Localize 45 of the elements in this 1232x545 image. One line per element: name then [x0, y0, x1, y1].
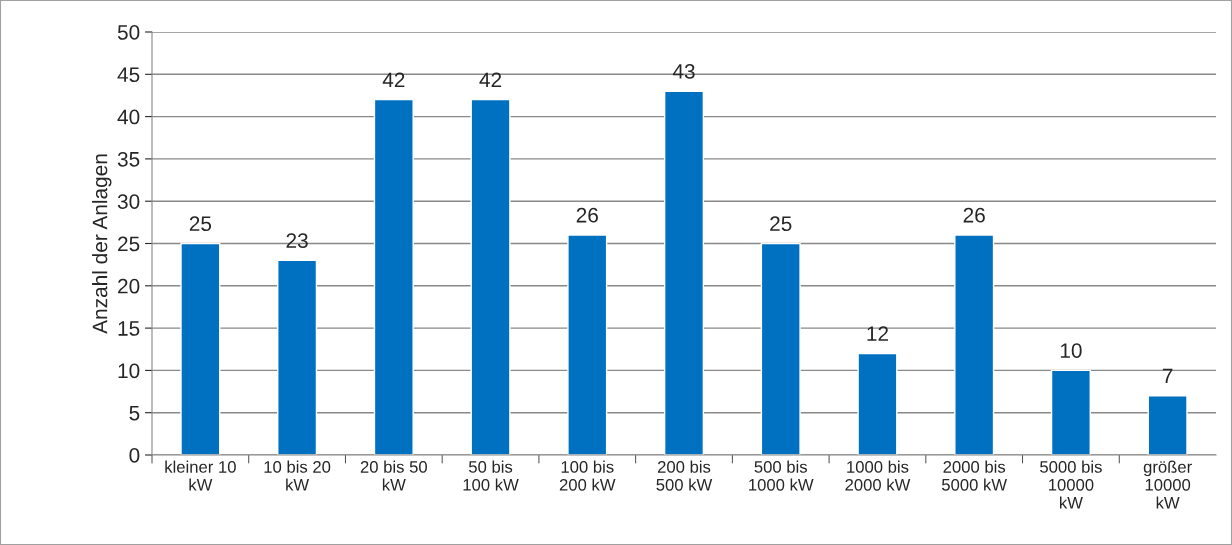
- bar: [373, 98, 414, 455]
- bar: [180, 242, 221, 455]
- y-tick-label: 35: [117, 151, 140, 167]
- data-label: 25: [770, 216, 792, 232]
- x-tick-label: 500 bis 1000 kW: [749, 460, 814, 491]
- y-tick-label: 20: [118, 278, 140, 294]
- x-tick-label: 5000 bis 10000 kW: [1040, 460, 1102, 509]
- bar: [567, 234, 608, 455]
- bar: [1147, 395, 1188, 455]
- x-tick-label: 2000 bis 5000 kW: [941, 460, 1008, 491]
- x-tick-label: 20 bis 50 kW: [360, 460, 427, 491]
- x-tick-label: größer 10000 kW: [1143, 460, 1192, 509]
- y-tick-label: 10: [118, 363, 140, 379]
- x-tick-label: kleiner 10 kW: [165, 460, 236, 491]
- data-label: 26: [576, 207, 598, 223]
- y-tick-label: 0: [129, 448, 140, 463]
- bar: [760, 242, 801, 455]
- bar: [470, 98, 511, 455]
- data-label: 10: [1060, 343, 1082, 358]
- data-label: 7: [1162, 368, 1173, 384]
- y-tick-label: 5: [129, 405, 140, 421]
- data-label: 26: [963, 207, 985, 223]
- y-tick-label: 45: [117, 67, 140, 83]
- x-tick-label: 10 bis 20 kW: [264, 460, 331, 491]
- x-tick-label: 50 bis 100 kW: [463, 460, 519, 491]
- y-tick-label: 50: [117, 25, 140, 40]
- data-label: 25: [189, 216, 212, 232]
- x-tick-label: 1000 bis 2000 kW: [845, 460, 911, 491]
- bar: [663, 90, 705, 455]
- y-tick-label: 40: [117, 109, 140, 125]
- data-label: 42: [382, 72, 405, 88]
- data-label: 12: [867, 326, 888, 341]
- y-axis-title: Anzahl der Anlagen: [92, 154, 112, 334]
- data-label: 43: [672, 64, 695, 79]
- x-tick-label: 200 bis 500 kW: [656, 460, 713, 491]
- y-tick-label: 15: [118, 321, 140, 336]
- data-label: 23: [286, 233, 308, 248]
- x-tick-label: 100 bis 200 kW: [559, 460, 616, 491]
- data-label: 42: [479, 72, 502, 88]
- bar: [1050, 369, 1091, 455]
- bar: [857, 352, 898, 455]
- bar: [954, 234, 995, 455]
- y-tick-label: 25: [118, 236, 140, 252]
- y-tick-label: 30: [117, 194, 140, 209]
- bar: [277, 259, 318, 455]
